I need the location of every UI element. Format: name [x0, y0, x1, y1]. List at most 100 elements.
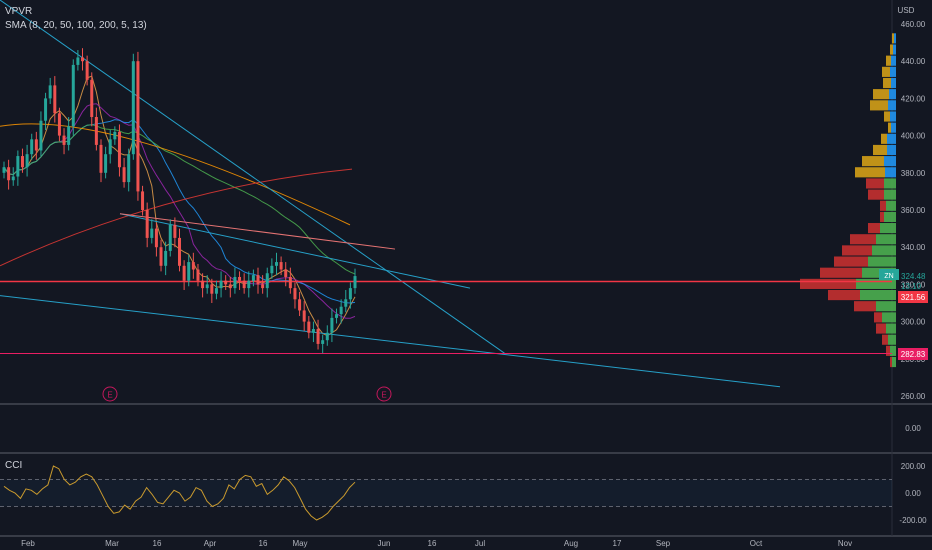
sma-line	[3, 75, 356, 337]
candle-body	[76, 57, 80, 65]
candle-body	[316, 329, 320, 344]
cci-band	[0, 479, 892, 507]
candle-body	[247, 280, 251, 289]
candle-body	[30, 139, 34, 155]
earnings-marker[interactable]: E	[376, 386, 392, 402]
volume-bin-up	[880, 223, 896, 234]
current-price-label: 324.48	[901, 272, 926, 281]
volume-bin-up	[887, 144, 896, 156]
volume-bin-down	[884, 111, 890, 122]
volume-bin-down	[873, 144, 887, 156]
candle-body	[238, 276, 242, 281]
sma-line	[0, 168, 353, 267]
volume-profile	[800, 33, 896, 368]
volume-bin-down	[876, 323, 886, 334]
candle-body	[233, 276, 237, 289]
candle-body	[20, 156, 24, 168]
volume-bin-down	[880, 211, 884, 223]
volume-bin-up	[856, 278, 896, 289]
candle-body	[11, 176, 15, 181]
x-tick-label: Sep	[656, 539, 671, 548]
volume-bin-up	[890, 111, 896, 122]
volume-bin-down	[854, 301, 876, 312]
volume-bin-up	[888, 334, 896, 345]
trend-line	[0, 0, 506, 354]
y-tick-label: 360.00	[901, 206, 926, 215]
volume-bin-down	[874, 312, 882, 323]
x-tick-label: 16	[259, 539, 268, 548]
cci-label[interactable]: CCI	[5, 460, 22, 471]
volume-bin-down	[834, 256, 868, 267]
earnings-marker-label: E	[381, 391, 386, 400]
candle-body	[104, 154, 108, 173]
volume-bin-up	[889, 89, 896, 100]
vpvr-label[interactable]: VPVR	[5, 6, 32, 17]
volume-bin-up	[886, 200, 896, 211]
volume-bin-up	[887, 133, 896, 144]
earnings-marker-label: E	[107, 391, 112, 400]
candle-body	[344, 299, 348, 307]
x-tick-label: Jul	[475, 539, 485, 548]
candle-body	[293, 288, 297, 300]
earnings-marker[interactable]: E	[102, 386, 118, 402]
volume-bin-down	[882, 66, 890, 77]
candle-body	[288, 276, 292, 289]
sma-label[interactable]: SMA (8, 20, 50, 100, 200, 5, 13)	[5, 20, 147, 31]
x-tick-label: 16	[428, 539, 437, 548]
volume-bin-down	[855, 167, 885, 178]
volume-bin-up	[891, 122, 896, 133]
candle-body	[261, 284, 265, 289]
volume-bin-up	[876, 234, 896, 245]
y-tick-label: 460.00	[901, 20, 926, 29]
candle-body	[214, 288, 218, 294]
volume-bin-up	[891, 77, 896, 89]
candle-body	[159, 247, 163, 266]
candle-body	[270, 265, 274, 274]
candle-body	[53, 85, 57, 114]
x-tick-label: May	[292, 539, 307, 548]
candle-body	[335, 314, 339, 318]
candle-body	[353, 276, 357, 289]
volume-bin-down	[882, 334, 888, 345]
candle-body	[168, 224, 172, 251]
sma-line	[0, 123, 351, 226]
candle-body	[219, 280, 223, 289]
volume-bin-down	[866, 178, 884, 189]
candle-body	[307, 321, 311, 333]
candle-body	[99, 144, 103, 173]
currency-label: USD	[898, 6, 915, 15]
candle-body	[7, 167, 11, 181]
candle-body	[164, 250, 168, 266]
sma-line	[3, 124, 356, 275]
y-tick-label: 420.00	[901, 94, 926, 103]
candle-body	[141, 191, 145, 210]
volume-bin-down	[800, 278, 856, 289]
volume-bin-down	[828, 289, 860, 301]
candle-body	[127, 154, 131, 183]
candle-body	[25, 154, 29, 168]
volume-bin-down	[873, 89, 889, 100]
candle-body	[302, 310, 306, 322]
volume-bin-up	[868, 256, 896, 267]
y-tick-label: 320.00	[901, 280, 926, 289]
cci-line	[3, 465, 356, 521]
level-pink-badge: 282.83	[898, 348, 928, 360]
sma-line	[3, 103, 356, 319]
candle-body	[122, 167, 126, 183]
candle-body	[224, 280, 228, 285]
volume-bin-up	[860, 289, 896, 301]
volume-bin-up	[890, 345, 896, 356]
candle-body	[136, 61, 140, 192]
volume-bin-down	[883, 77, 891, 89]
volume-bin-down	[870, 100, 888, 111]
level-pink-label: 282.83	[901, 350, 926, 359]
x-tick-label: Aug	[564, 539, 578, 548]
y-tick-label: 300.00	[901, 318, 926, 327]
candle-body	[242, 280, 246, 289]
volume-bin-up	[888, 100, 896, 111]
candle-body	[57, 113, 61, 136]
candle-body	[154, 228, 158, 248]
candle-body	[16, 156, 20, 177]
volume-bin-down	[868, 189, 884, 200]
